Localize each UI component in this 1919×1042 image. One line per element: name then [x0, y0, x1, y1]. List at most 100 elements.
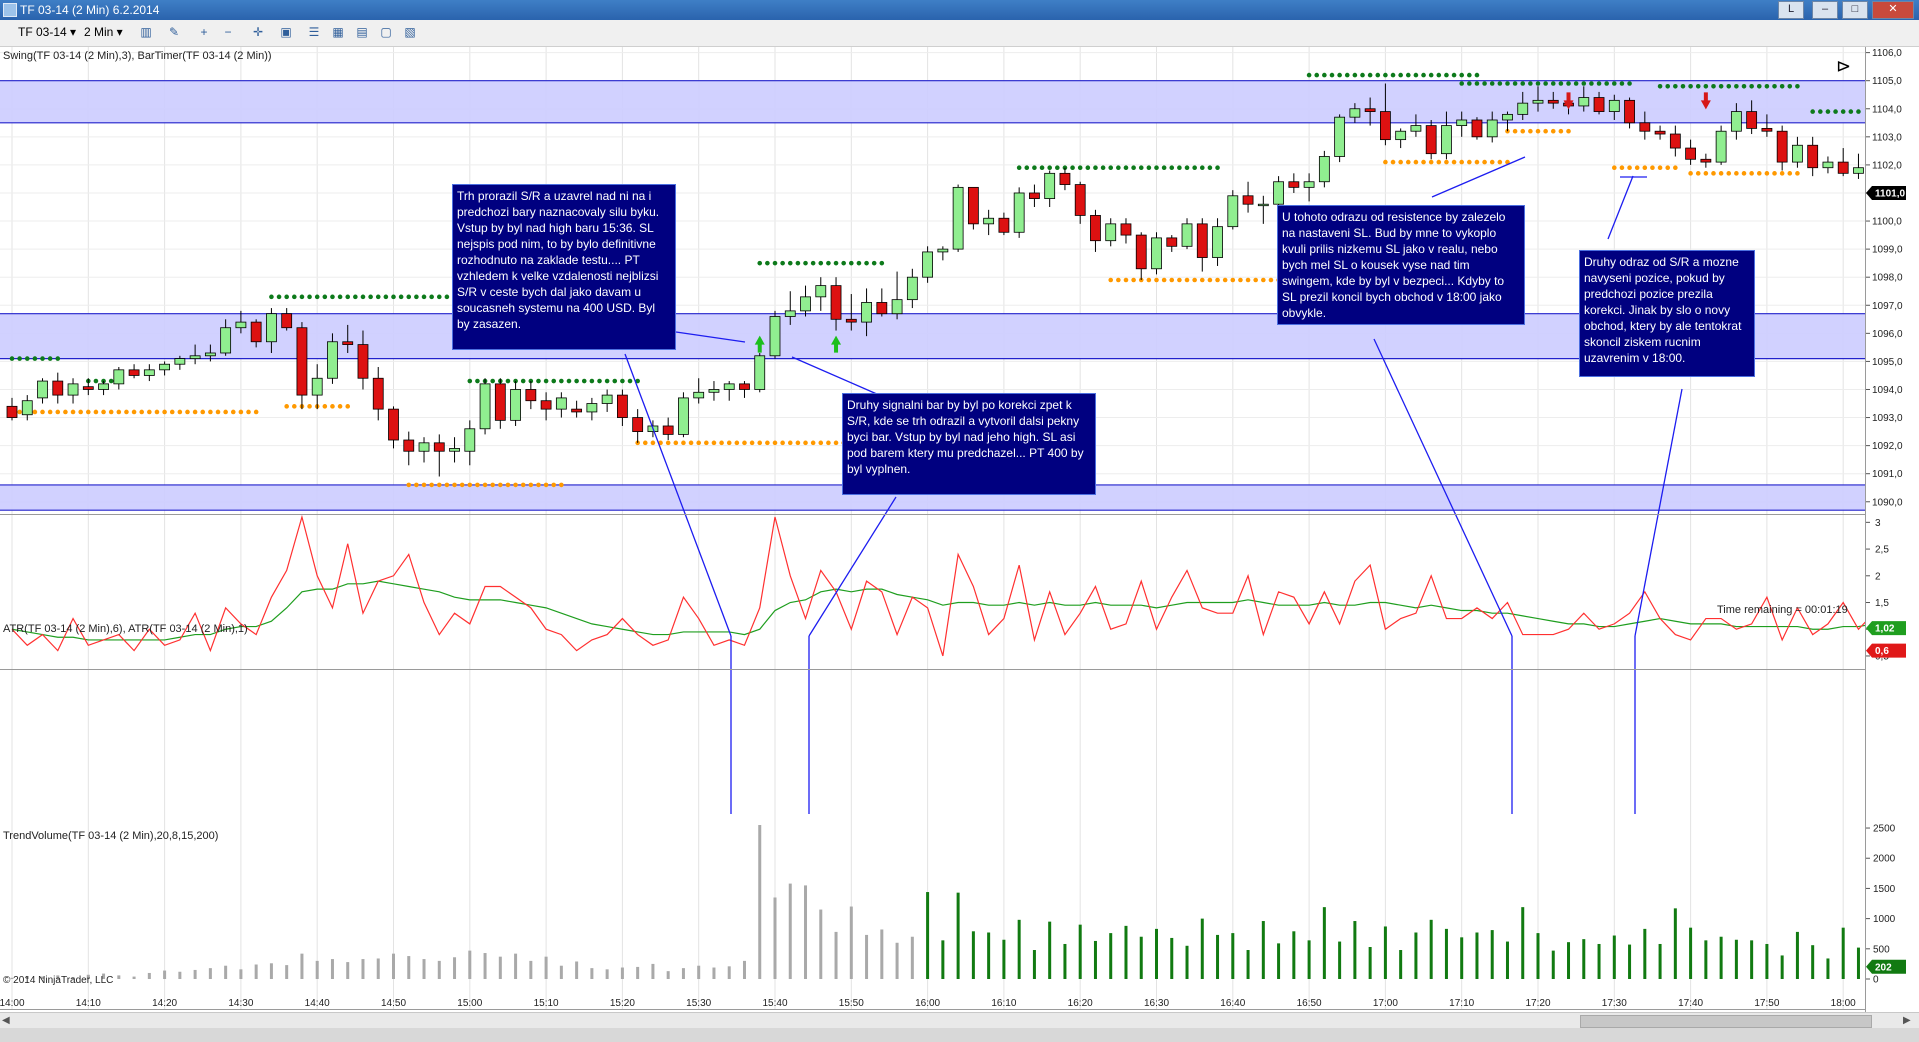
swing-low-dot	[444, 482, 450, 488]
atr-tick-label: 3	[1875, 518, 1881, 529]
swing-high-dot	[1077, 165, 1083, 171]
swing-low-dot	[467, 482, 473, 488]
swing-high-dot	[1589, 81, 1594, 86]
volume-bar	[453, 957, 457, 979]
volume-bar	[1093, 940, 1097, 979]
swing-high-dot	[1375, 72, 1381, 78]
swing-high-dot	[1207, 165, 1213, 171]
strategy-icon[interactable]: ▦	[332, 25, 344, 39]
swing-high-dot	[1451, 72, 1457, 78]
swing-low-dot	[1535, 128, 1541, 134]
volume-bar	[1155, 928, 1158, 979]
candle-down	[1364, 108, 1376, 112]
swing-low-dot	[1505, 159, 1510, 165]
signal-arrows	[754, 92, 1711, 353]
link-button[interactable]: L	[1778, 1, 1804, 19]
volume-bar	[25, 975, 29, 979]
swing-high-dot	[1169, 165, 1175, 171]
swing-low-dot	[1383, 159, 1388, 165]
candle-up	[784, 310, 796, 317]
candle-up	[37, 380, 48, 399]
candle-up	[1517, 102, 1529, 115]
price-tick-label: 1095,0	[1872, 357, 1903, 368]
swing-low-dot	[414, 482, 419, 488]
volume-value-badge-shape	[1866, 959, 1906, 974]
swing-high-dot	[1352, 72, 1358, 78]
annotation-pointer-line	[675, 331, 746, 343]
atr6-value-badge-shape	[1866, 621, 1906, 636]
zoom-in-icon[interactable]: +	[200, 25, 208, 39]
swing-low-dot	[1161, 277, 1167, 283]
volume-bar	[681, 968, 685, 979]
swing-high-dot	[1764, 84, 1770, 89]
swing-high-dot	[55, 356, 61, 361]
candle-down	[281, 313, 293, 329]
volume-bar	[926, 892, 930, 979]
volume-bar	[1139, 936, 1143, 979]
swing-low-dot	[1169, 277, 1175, 283]
volume-bar	[1170, 937, 1174, 979]
swing-high-dot	[368, 294, 373, 300]
swing-low-dot	[436, 482, 442, 488]
swing-low-dot	[1550, 128, 1556, 134]
swing-low-dot	[200, 409, 206, 415]
swing-high-dot	[1619, 81, 1625, 86]
swing-high-dot	[1505, 81, 1510, 86]
zoom-out-icon[interactable]: −	[224, 25, 232, 39]
swing-low-dot	[795, 440, 801, 446]
snapshot-icon[interactable]: ▢	[380, 25, 392, 39]
minimize-button[interactable]: –	[1812, 1, 1838, 19]
interval-selector[interactable]: 2 Min ▾	[84, 25, 123, 39]
swing-low-dot	[1451, 159, 1457, 165]
volume-bar	[1750, 940, 1754, 979]
swing-low-dot	[1390, 159, 1396, 165]
instrument-selector[interactable]: TF 03-14 ▾	[18, 25, 77, 39]
swing-dots	[9, 72, 1861, 488]
candle-down	[1074, 184, 1086, 216]
swing-low-dot	[1177, 277, 1182, 283]
template-icon[interactable]: ▤	[356, 25, 368, 39]
indicator-icon[interactable]: ▧	[404, 25, 416, 39]
horizontal-scrollbar[interactable]: ◀ ▶	[0, 1012, 1919, 1029]
status-bar	[0, 1028, 1919, 1042]
scroll-right-arrow-icon[interactable]: ▶	[1903, 1015, 1911, 1026]
price-tick-label: 1097,0	[1872, 301, 1903, 312]
candle-up	[1532, 99, 1544, 104]
maximize-button[interactable]: □	[1842, 1, 1868, 19]
data-box-icon[interactable]: ▣	[280, 25, 292, 39]
close-button[interactable]: ✕	[1872, 1, 1914, 19]
swing-high-dot	[314, 294, 320, 300]
swing-high-dot	[505, 378, 511, 384]
swing-low-dot	[1497, 159, 1503, 165]
swing-high-dot	[1474, 72, 1480, 78]
draw-pencil-icon[interactable]: ✎	[168, 25, 180, 39]
swing-high-dot	[1444, 72, 1449, 78]
nav-arrow-icon[interactable]: ⊳	[1836, 56, 1852, 76]
swing-low-dot	[1199, 277, 1205, 283]
properties-icon[interactable]: ☰	[308, 25, 320, 39]
crosshair-icon[interactable]: ✛	[252, 25, 264, 39]
swing-low-dot	[765, 440, 770, 446]
swing-low-dot	[1184, 277, 1190, 283]
volume-bar	[727, 966, 731, 979]
swing-high-dot	[1100, 165, 1106, 171]
swing-low-dot	[101, 409, 106, 415]
candle-up	[464, 428, 476, 452]
candle-up	[922, 251, 933, 278]
swing-low-dot	[1779, 171, 1785, 176]
swing-low-dot	[482, 482, 488, 488]
chart-plot-area[interactable]: 14:00 14:10 14:20 14:30 14:40 14:50 15:00 15:10…	[0, 47, 1866, 1012]
swing-high-dot	[566, 378, 572, 384]
volume-bar	[1185, 945, 1189, 979]
bar-type-icon[interactable]: ▥	[140, 25, 152, 39]
volume-bar	[1399, 950, 1403, 979]
scroll-thumb[interactable]	[1580, 1015, 1872, 1028]
candle-down	[1624, 99, 1635, 124]
swing-low-dot	[1459, 159, 1464, 165]
candle-up	[952, 186, 964, 250]
volume-bar	[773, 897, 777, 979]
volume-bar	[437, 960, 441, 979]
candle-up	[754, 355, 766, 390]
atr1-value-badge: 0,6	[1875, 646, 1889, 657]
scroll-left-arrow-icon[interactable]: ◀	[2, 1015, 10, 1026]
